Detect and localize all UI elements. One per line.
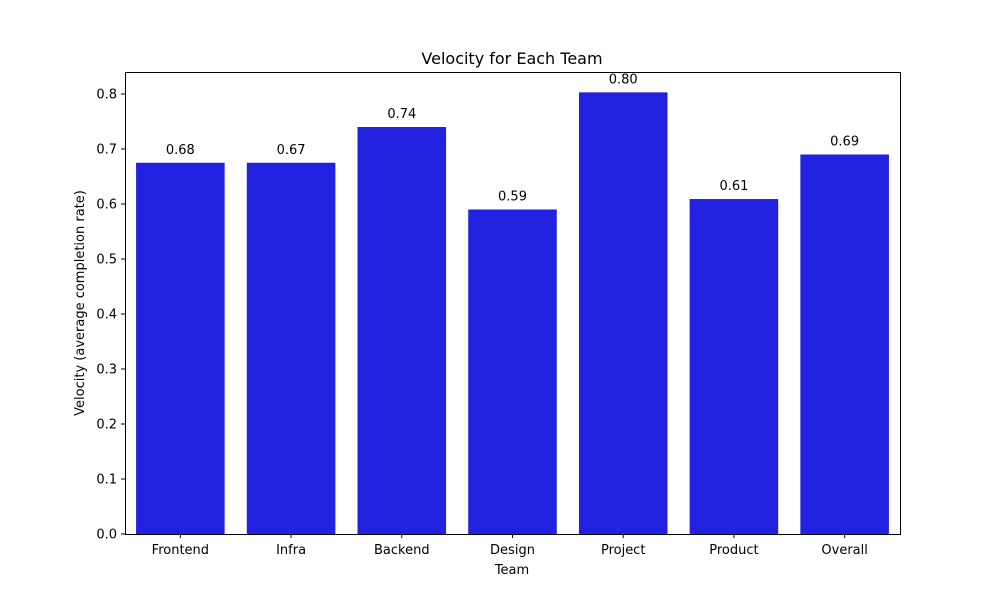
bar-overall bbox=[800, 154, 889, 534]
x-tick-label: Product bbox=[709, 543, 758, 558]
x-tick-label: Backend bbox=[374, 543, 430, 558]
x-axis: Frontend Infra Backend Design Project Product… bbox=[152, 534, 868, 558]
y-tick-label: 0.7 bbox=[96, 143, 117, 158]
data-labels-group: 0.68 0.67 0.74 0.59 0.80 0.61 0.69 bbox=[166, 72, 859, 204]
plot-frame bbox=[125, 72, 901, 535]
y-axis-label: Velocity (average completion rate) bbox=[73, 190, 88, 416]
bar-design bbox=[468, 209, 557, 534]
y-tick-label: 0.6 bbox=[96, 198, 117, 213]
y-axis: 0.0 0.1 0.2 0.3 0.4 0.5 0.6 0.7 0.8 bbox=[96, 88, 125, 543]
data-label-backend: 0.74 bbox=[387, 107, 416, 122]
bar-infra bbox=[246, 162, 336, 534]
x-axis-label: Team bbox=[494, 563, 529, 578]
x-tick-label: Frontend bbox=[152, 543, 209, 558]
bar-product bbox=[689, 199, 779, 535]
y-tick-label: 0.2 bbox=[96, 418, 117, 433]
bar-project bbox=[578, 92, 668, 534]
y-tick-label: 0.8 bbox=[96, 88, 117, 103]
y-tick-label: 0.1 bbox=[96, 473, 117, 488]
data-label-infra: 0.67 bbox=[277, 143, 306, 158]
data-label-product: 0.61 bbox=[719, 179, 748, 194]
y-tick-label: 0.5 bbox=[96, 253, 117, 268]
chart-title: Velocity for Each Team bbox=[421, 49, 602, 68]
x-tick-label: Design bbox=[490, 543, 535, 558]
bars-group bbox=[136, 92, 889, 535]
data-label-project: 0.80 bbox=[609, 72, 638, 87]
x-tick-label: Infra bbox=[276, 543, 306, 558]
data-label-design: 0.59 bbox=[498, 190, 527, 205]
y-tick-label: 0.0 bbox=[96, 528, 117, 543]
x-tick-label: Project bbox=[601, 543, 645, 558]
y-tick-label: 0.3 bbox=[96, 363, 117, 378]
x-tick-label: Overall bbox=[821, 543, 867, 558]
data-label-frontend: 0.68 bbox=[166, 143, 195, 158]
y-tick-label: 0.4 bbox=[96, 308, 117, 323]
data-label-overall: 0.69 bbox=[830, 135, 859, 150]
bar-frontend bbox=[136, 162, 225, 534]
bar-backend bbox=[357, 127, 447, 534]
